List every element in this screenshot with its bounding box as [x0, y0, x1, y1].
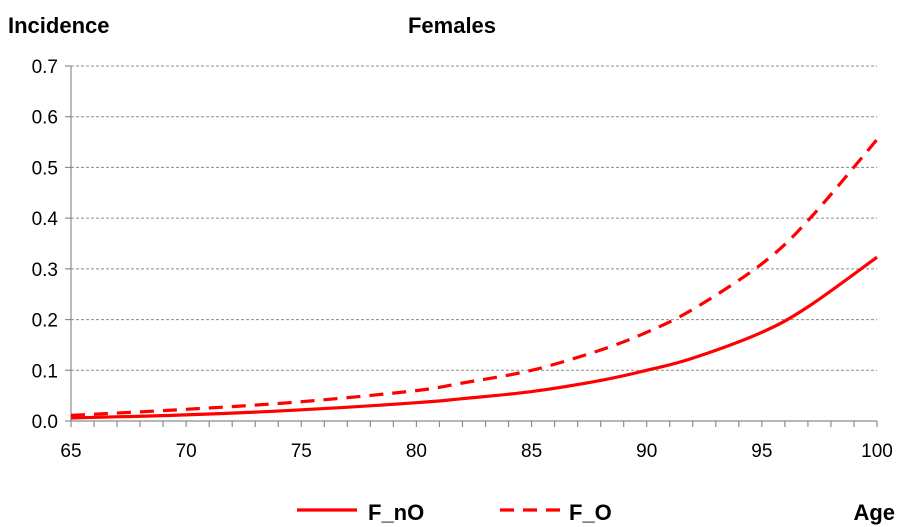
x-tick-label: 70 [176, 441, 197, 462]
legend: F_nO F_O [297, 500, 612, 525]
x-tick-label: 75 [291, 441, 312, 462]
x-tick-label: 85 [521, 441, 542, 462]
x-tick-label: 95 [751, 441, 772, 462]
axes: 0.0 0.1 0.2 0.3 0.4 0.5 0.6 0.7 65 70 75 80 85 90 95 10… [32, 57, 893, 462]
y-tick-label: 0.3 [32, 260, 58, 281]
y-tick-label: 0.0 [32, 412, 58, 433]
x-tick-label: 80 [406, 441, 427, 462]
y-axis-title: Incidence [8, 13, 109, 38]
series-line-f-o [70, 138, 879, 417]
x-axis-title: Age [853, 500, 895, 525]
y-tick-label: 0.7 [32, 57, 58, 78]
x-tick-label: 100 [861, 441, 893, 462]
y-tick-label: 0.2 [32, 311, 58, 332]
series-line-f-no [70, 255, 878, 420]
y-tick-label: 0.5 [32, 158, 58, 179]
series-lines [70, 138, 879, 420]
y-tick-label: 0.4 [32, 209, 59, 230]
y-tick-label: 0.6 [32, 108, 58, 129]
x-tick-label: 90 [636, 441, 657, 462]
y-tick-label: 0.1 [32, 361, 58, 382]
x-tick-label: 65 [60, 441, 81, 462]
legend-label: F_O [569, 500, 612, 525]
chart-title: Females [408, 13, 496, 38]
legend-label: F_nO [368, 500, 424, 525]
gridlines [71, 65, 877, 371]
